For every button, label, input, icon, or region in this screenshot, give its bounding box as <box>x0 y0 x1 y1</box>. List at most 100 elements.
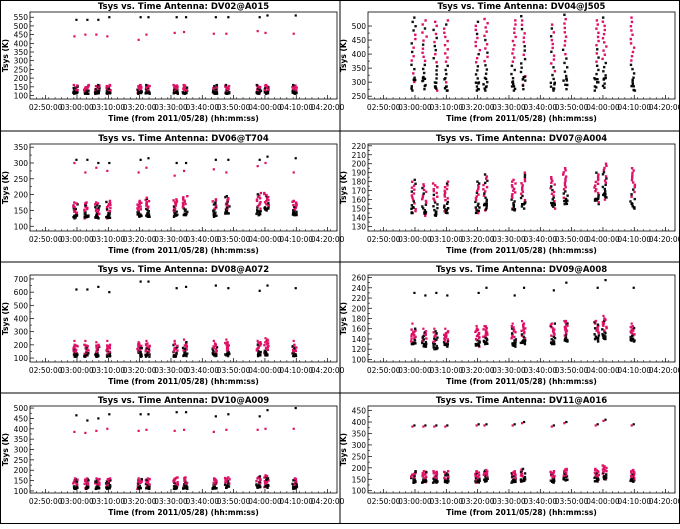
x-tick-label: 03:30:00 <box>154 497 188 506</box>
data-point <box>630 167 634 170</box>
y-tick-label: 350 <box>352 429 367 438</box>
data-point <box>552 77 555 81</box>
data-point <box>215 91 218 94</box>
data-point <box>211 200 214 203</box>
data-point <box>478 48 482 52</box>
data-point <box>434 213 438 216</box>
data-point <box>94 84 98 88</box>
data-point <box>106 204 110 208</box>
data-point <box>144 198 147 202</box>
data-point <box>83 87 86 91</box>
scan-points <box>263 409 270 490</box>
data-point <box>431 182 435 185</box>
data-point <box>140 214 143 218</box>
chart-panel-5: Tsys vs. Time Antenna: DV08@A07210020030… <box>1 265 345 386</box>
data-point <box>446 184 449 187</box>
data-point <box>594 180 598 184</box>
data-point <box>147 205 150 208</box>
data-point <box>593 327 597 330</box>
data-point <box>435 69 438 72</box>
outlier-point <box>175 287 178 290</box>
data-point <box>411 196 414 199</box>
data-point <box>603 179 607 182</box>
outlier-point <box>137 341 140 344</box>
outlier-point <box>433 327 436 330</box>
data-point <box>597 473 601 477</box>
outlier-point <box>84 339 87 343</box>
outlier-point <box>139 413 142 416</box>
data-point <box>421 31 424 34</box>
data-point <box>266 338 269 341</box>
data-point <box>549 474 553 477</box>
data-point <box>521 78 524 81</box>
data-point <box>603 189 607 193</box>
data-point <box>176 480 179 484</box>
scan-points <box>172 16 179 95</box>
data-point <box>137 214 141 218</box>
outlier-point <box>86 18 89 21</box>
data-point <box>563 334 567 337</box>
data-point <box>212 346 216 350</box>
scan-points <box>263 14 270 95</box>
data-point <box>214 352 217 356</box>
data-point <box>185 348 188 351</box>
data-point <box>224 478 227 482</box>
data-point <box>521 341 524 344</box>
data-point <box>226 481 230 485</box>
outlier-point <box>84 33 87 36</box>
data-point <box>293 86 296 90</box>
outlier-point <box>108 291 111 294</box>
y-axis-label: Tsys (K) <box>339 302 348 335</box>
data-point <box>485 200 488 204</box>
data-point <box>476 77 479 80</box>
data-point <box>174 213 177 216</box>
data-point <box>601 20 605 23</box>
chart-panel-7: Tsys vs. Time Antenna: DV10@A00910015020… <box>1 396 345 517</box>
data-point <box>75 480 79 483</box>
data-point <box>174 486 177 489</box>
data-point <box>172 83 175 87</box>
x-tick-label: 03:50:00 <box>217 497 251 506</box>
y-axis-label: Tsys (K) <box>1 171 10 204</box>
data-point <box>562 196 566 199</box>
data-point <box>632 470 636 474</box>
data-point <box>446 211 449 215</box>
scan-points <box>420 424 428 484</box>
data-point <box>295 91 298 94</box>
data-point <box>421 76 425 80</box>
scan-points <box>421 19 428 91</box>
x-tick-label: 03:30:00 <box>154 103 188 112</box>
data-point <box>436 186 439 189</box>
y-tick-label: 250 <box>14 175 29 184</box>
data-point <box>421 51 424 54</box>
data-point <box>423 84 427 88</box>
data-point <box>425 342 428 346</box>
scan-points <box>82 18 90 95</box>
data-point <box>144 85 148 89</box>
data-point <box>215 92 219 95</box>
data-point <box>604 195 607 199</box>
data-point <box>602 324 605 327</box>
outlier-point <box>292 171 295 174</box>
data-point <box>551 73 554 77</box>
data-point <box>593 89 596 92</box>
outlier-point <box>294 287 297 290</box>
data-point <box>446 340 450 343</box>
outlier-point <box>483 424 486 427</box>
data-point <box>602 49 605 52</box>
data-point <box>433 81 437 84</box>
data-point <box>226 90 230 93</box>
data-point <box>552 471 555 474</box>
data-point <box>410 211 414 214</box>
x-tick-label: 03:40:00 <box>523 366 557 375</box>
data-point <box>422 67 425 71</box>
outlier-point <box>86 419 89 422</box>
outlier-point <box>145 339 148 343</box>
y-tick-label: 240 <box>352 284 367 293</box>
data-point <box>86 482 90 485</box>
data-point <box>510 327 514 330</box>
data-point <box>181 346 185 350</box>
data-point <box>74 479 77 483</box>
data-point <box>423 77 427 80</box>
data-point <box>72 349 75 352</box>
